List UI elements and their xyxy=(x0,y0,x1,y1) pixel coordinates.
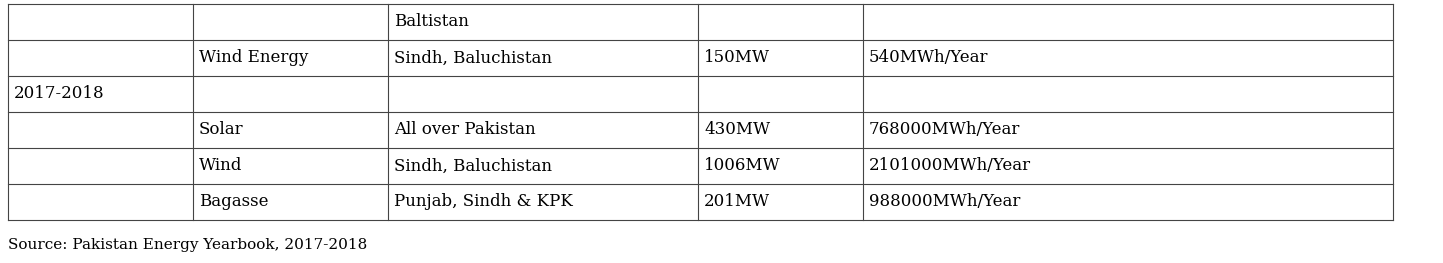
Text: Source: Pakistan Energy Yearbook, 2017-2018: Source: Pakistan Energy Yearbook, 2017-2… xyxy=(9,238,368,252)
Text: 2101000MWh/Year: 2101000MWh/Year xyxy=(869,158,1032,174)
Text: Wind Energy: Wind Energy xyxy=(199,49,309,67)
Text: Solar: Solar xyxy=(199,122,244,139)
Text: All over Pakistan: All over Pakistan xyxy=(394,122,535,139)
Text: Sindh, Baluchistan: Sindh, Baluchistan xyxy=(394,49,553,67)
Text: 2017-2018: 2017-2018 xyxy=(14,85,105,103)
Text: 988000MWh/Year: 988000MWh/Year xyxy=(869,194,1020,210)
Text: 430MW: 430MW xyxy=(704,122,771,139)
Text: Sindh, Baluchistan: Sindh, Baluchistan xyxy=(394,158,553,174)
Text: 540MWh/Year: 540MWh/Year xyxy=(869,49,988,67)
Text: Baltistan: Baltistan xyxy=(394,13,469,31)
Text: Punjab, Sindh & KPK: Punjab, Sindh & KPK xyxy=(394,194,573,210)
Text: Wind: Wind xyxy=(199,158,242,174)
Text: 201MW: 201MW xyxy=(704,194,771,210)
Text: 150MW: 150MW xyxy=(704,49,771,67)
Text: 768000MWh/Year: 768000MWh/Year xyxy=(869,122,1020,139)
Text: Bagasse: Bagasse xyxy=(199,194,268,210)
Text: 1006MW: 1006MW xyxy=(704,158,781,174)
